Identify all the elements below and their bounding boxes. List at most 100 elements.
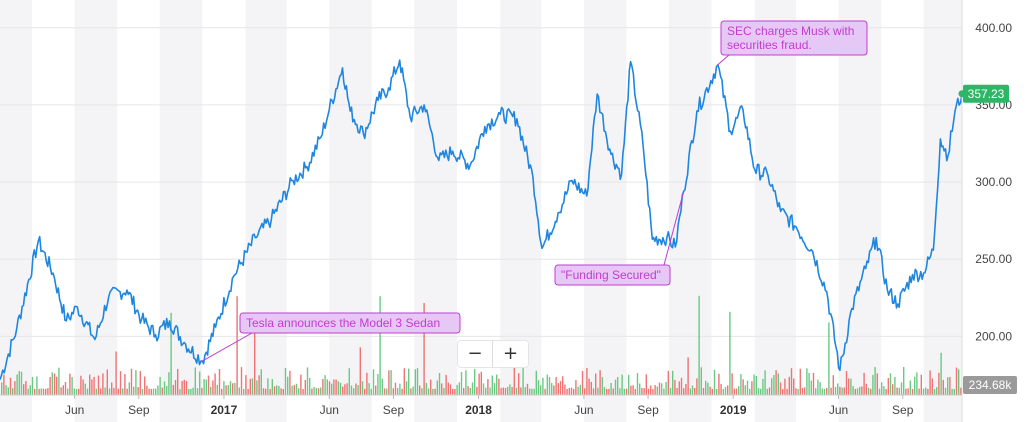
volume-bar xyxy=(555,377,557,395)
background-band xyxy=(329,0,372,422)
volume-bar xyxy=(672,370,674,395)
volume-bar xyxy=(777,373,779,395)
volume-bar xyxy=(225,385,227,395)
volume-bar xyxy=(507,386,509,395)
volume-bar xyxy=(47,388,49,395)
volume-bar xyxy=(419,385,421,395)
volume-bar xyxy=(581,371,584,395)
volume-bar xyxy=(199,371,201,395)
volume-bar xyxy=(727,385,729,395)
volume-bar xyxy=(650,385,652,395)
volume-bar xyxy=(159,376,161,395)
volume-bar xyxy=(249,378,251,395)
volume-bar xyxy=(771,378,773,395)
volume-bar xyxy=(955,367,958,395)
volume-bar xyxy=(645,374,647,395)
volume-bar xyxy=(137,387,139,395)
volume-bar xyxy=(773,375,775,395)
volume-bar xyxy=(799,368,801,395)
background-band xyxy=(74,0,118,422)
volume-bar xyxy=(172,384,174,395)
volume-bar xyxy=(735,388,738,395)
volume-bar xyxy=(731,373,733,395)
volume-bar xyxy=(135,370,137,395)
volume-bar xyxy=(287,376,289,395)
volume-bar xyxy=(51,372,53,395)
volume-bar xyxy=(951,388,953,395)
x-axis: Jun Sep 2017 Jun Sep 2018 Jun Sep 2019 Jun Sep xyxy=(0,394,962,417)
volume-bar xyxy=(471,382,474,395)
volume-bar xyxy=(73,388,75,395)
volume-bar xyxy=(812,372,815,395)
volume-bar xyxy=(493,383,496,395)
volume-bar xyxy=(786,389,788,395)
volume-bar xyxy=(696,378,698,395)
background-band xyxy=(159,0,203,422)
volume-bar xyxy=(795,388,797,395)
volume-bar xyxy=(293,384,295,395)
volume-bar xyxy=(520,387,522,395)
volume-bar xyxy=(210,386,212,395)
volume-bar xyxy=(817,379,819,395)
volume-bar xyxy=(276,385,278,395)
volume-bar xyxy=(344,384,346,395)
volume-tag-label: 234.68k xyxy=(969,378,1013,392)
volume-bar xyxy=(656,386,658,395)
volume-bar xyxy=(577,386,579,395)
value-tags: 357.23 234.68k xyxy=(958,84,1017,394)
volume-bar xyxy=(265,388,267,395)
volume-bar xyxy=(335,379,337,395)
volume-bar xyxy=(533,388,535,395)
y-tick-label: 250.00 xyxy=(975,252,1012,266)
y-tick-label: 400.00 xyxy=(975,21,1012,35)
volume-bar xyxy=(300,374,302,395)
volume-bar xyxy=(663,388,665,395)
volume-bar xyxy=(933,389,936,395)
volume-bar xyxy=(144,376,146,395)
zoom-out-button[interactable]: − xyxy=(458,341,493,367)
volume-bar xyxy=(430,379,432,395)
volume-bar xyxy=(850,378,852,395)
volume-bar xyxy=(166,386,168,395)
volume-bar xyxy=(489,387,491,395)
volume-bar xyxy=(665,381,667,395)
volume-bar xyxy=(196,388,199,395)
volume-bar xyxy=(568,388,570,395)
volume-bar xyxy=(515,387,518,395)
volume-bar xyxy=(456,384,458,395)
volume-bar xyxy=(779,382,782,395)
volume-bar xyxy=(216,384,218,395)
x-tick-label: 2018 xyxy=(465,403,492,417)
volume-bar xyxy=(832,375,834,395)
volume-bar xyxy=(245,375,247,395)
volume-bar xyxy=(106,369,108,395)
volume-bar xyxy=(31,377,34,395)
zoom-in-button[interactable]: + xyxy=(493,341,528,367)
volume-bar xyxy=(806,368,808,395)
volume-bar xyxy=(793,378,795,395)
volume-bar xyxy=(784,378,786,395)
volume-bar xyxy=(84,383,86,395)
volume-bar xyxy=(531,388,533,395)
background-band xyxy=(923,0,962,422)
volume-bar xyxy=(925,387,927,395)
volume-bar xyxy=(837,383,839,395)
volume-bar xyxy=(421,388,423,395)
volume-bar xyxy=(903,367,905,395)
volume-bar xyxy=(78,388,80,395)
volume-bar xyxy=(306,367,309,395)
volume-bar xyxy=(788,376,790,395)
volume-bar xyxy=(548,376,551,395)
volume-bar xyxy=(203,379,205,395)
volume-bar xyxy=(3,374,5,395)
annotation: "Funding Secured" xyxy=(554,191,685,286)
volume-bar xyxy=(240,367,243,395)
volume-bar xyxy=(652,388,654,395)
volume-bar xyxy=(760,388,762,395)
volume-bar xyxy=(298,388,300,395)
volume-bar xyxy=(229,381,232,395)
volume-bar xyxy=(67,388,69,395)
volume-bar xyxy=(183,379,185,395)
volume-bar xyxy=(207,375,210,395)
volume-bar xyxy=(102,373,104,395)
